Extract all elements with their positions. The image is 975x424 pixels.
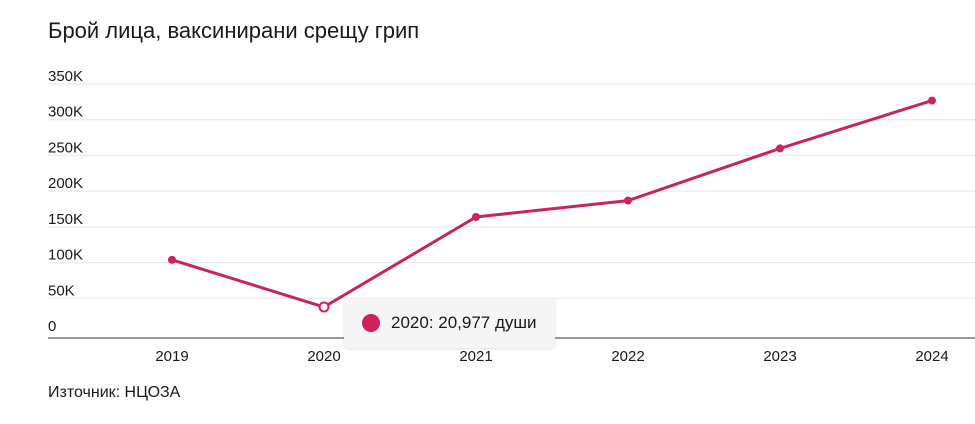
source-note: Източник: НЦОЗА [48,384,181,401]
x-tick-label: 2022 [611,348,644,365]
data-point[interactable] [776,144,784,153]
tooltip-marker [362,314,380,332]
y-tick-label: 300K [48,104,83,121]
data-point[interactable] [624,196,632,205]
series-line [170,99,934,309]
x-tick-label: 2024 [915,348,948,365]
x-axis-labels: 2019 2020 2021 2022 2023 2024 [155,348,948,365]
y-axis-labels: 0 50K 100K 150K 200K 250K 300K 350K [48,68,83,335]
tooltip: 2020: 20,977 души [344,298,555,348]
y-tick-label: 350K [48,68,83,85]
data-points [168,96,936,313]
x-tick-label: 2023 [763,348,796,365]
x-tick-label: 2019 [155,348,188,365]
data-point[interactable] [928,96,936,105]
data-point[interactable] [318,301,330,313]
data-point[interactable] [472,213,480,221]
y-tick-label: 0 [48,318,56,335]
x-tick-label: 2021 [459,348,492,365]
data-point[interactable] [168,255,176,264]
x-tick-label: 2020 [307,348,340,365]
grid-lines [48,83,975,299]
chart-title: Брой лица, ваксинирани срещу грип [48,18,420,43]
y-tick-label: 150K [48,211,83,228]
y-tick-label: 250K [48,139,83,156]
tooltip-text: 2020: 20,977 души [391,313,537,332]
y-tick-label: 200K [48,175,83,192]
y-tick-label: 50K [48,282,75,299]
y-tick-label: 100K [48,247,83,264]
